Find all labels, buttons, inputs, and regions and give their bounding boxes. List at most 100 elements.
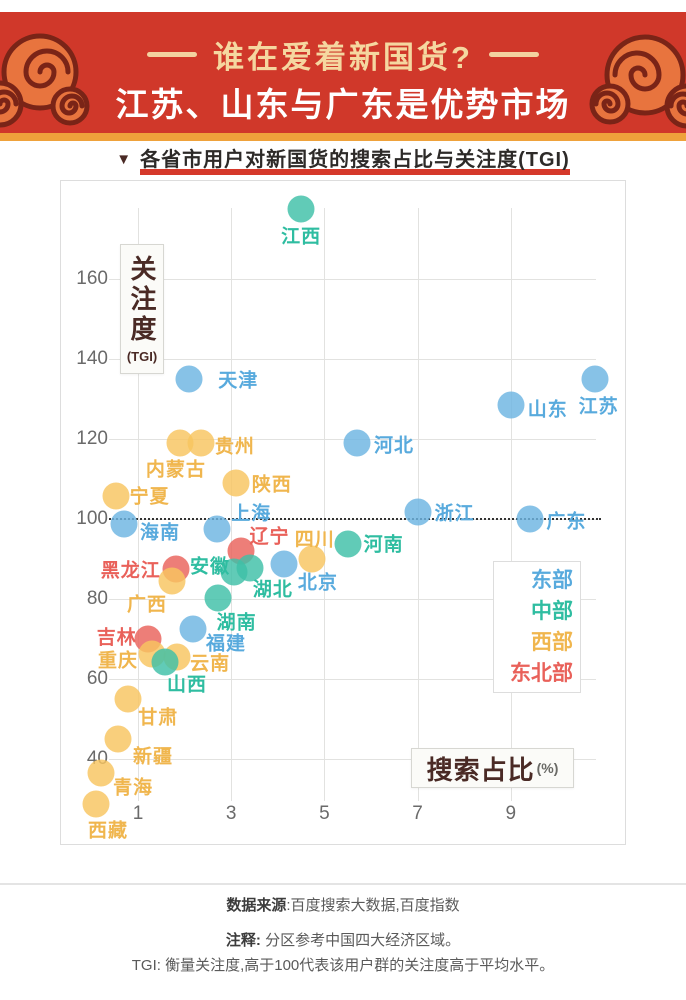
- point-四川: [298, 545, 326, 573]
- point-西藏: [82, 790, 110, 818]
- point-label-四川: 四川: [294, 529, 335, 551]
- point-天津: [175, 365, 203, 393]
- gridline-y-40: [109, 759, 596, 760]
- point-label-陕西: 陕西: [251, 474, 292, 496]
- y-tick-60: 60: [86, 668, 108, 689]
- point-label-青海: 青海: [113, 777, 154, 799]
- gridline-y-80: [109, 599, 596, 600]
- point-label-湖北: 湖北: [252, 579, 293, 601]
- note-text: 分区参考中国四大经济区域。: [260, 932, 461, 949]
- point-label-江苏: 江苏: [578, 396, 619, 418]
- chart-section-title: 各省市用户对新国货的搜索占比与关注度(TGI): [140, 143, 570, 175]
- point-青海: [87, 759, 115, 787]
- title-dash-right: [488, 52, 539, 57]
- y-axis-unit: (TGI): [126, 348, 158, 364]
- gridline-y-140: [109, 359, 596, 360]
- point-label-内蒙古: 内蒙古: [145, 459, 206, 481]
- point-山西: [151, 648, 179, 676]
- footer-divider: [0, 883, 686, 885]
- point-label-山东: 山东: [527, 399, 568, 421]
- y-tick-160: 160: [76, 268, 108, 289]
- legend-item-西部: 西部: [531, 630, 573, 654]
- y-axis-label: 关注度: [127, 254, 157, 345]
- point-广西: [158, 567, 186, 595]
- point-福建: [179, 615, 207, 643]
- gridline-x-3: [231, 208, 233, 801]
- point-label-安徽: 安徽: [189, 556, 230, 578]
- point-宁夏: [102, 482, 130, 510]
- point-湖南: [204, 584, 232, 612]
- point-label-浙江: 浙江: [434, 503, 475, 525]
- x-tick-5: 5: [319, 803, 330, 824]
- y-axis-label-box: 关注度 (TGI): [120, 244, 164, 374]
- point-江苏: [581, 365, 609, 393]
- point-安徽: [220, 558, 248, 586]
- point-label-天津: 天津: [218, 370, 259, 392]
- legend-item-东北部: 东北部: [510, 661, 573, 685]
- tgi-note-line: TGI: 衡量关注度,高于100代表该用户群的关注度高于平均水平。: [131, 957, 555, 974]
- point-山东: [497, 391, 525, 419]
- point-江西: [287, 195, 315, 223]
- data-source-label: 数据来源: [226, 897, 287, 914]
- gridline-x-5: [324, 208, 326, 801]
- auspicious-cloud-icon: [0, 33, 90, 128]
- x-tick-9: 9: [505, 803, 517, 824]
- page-subtitle: 江苏、山东与广东是优势市场: [115, 86, 571, 123]
- point-河南: [334, 530, 362, 558]
- y-tick-80: 80: [86, 588, 108, 609]
- triangle-down-icon: ▼: [116, 150, 132, 168]
- legend: 东部中部西部东北部: [493, 561, 581, 693]
- point-label-重庆: 重庆: [97, 650, 138, 672]
- note-line: 注释: 分区参考中国四大经济区域。: [0, 929, 686, 950]
- point-label-新疆: 新疆: [132, 746, 173, 768]
- gridline-x-1: [138, 208, 139, 801]
- point-label-福建: 福建: [205, 633, 246, 655]
- data-source-text: :百度搜索大数据,百度指数: [286, 897, 460, 914]
- y-tick-120: 120: [76, 428, 108, 449]
- point-浙江: [404, 498, 432, 526]
- auspicious-cloud-icon: [589, 34, 686, 129]
- point-新疆: [104, 725, 132, 753]
- point-label-广西: 广西: [127, 594, 168, 616]
- point-上海: [203, 515, 231, 543]
- gridline-y-160: [109, 279, 596, 280]
- point-label-湖南: 湖南: [216, 612, 257, 634]
- legend-item-中部: 中部: [531, 599, 573, 623]
- y-tick-100: 100: [76, 508, 108, 529]
- point-label-宁夏: 宁夏: [129, 486, 170, 508]
- gridline-y-60: [109, 679, 596, 680]
- scatter-chart-card: 160 140 120 100 80 60 40 1 3 5 7 9 江西 天津 江苏 山东 河北 贵州 内蒙古 陕西…: [60, 180, 626, 845]
- point-北京: [270, 550, 298, 578]
- point-label-北京: 北京: [297, 572, 338, 594]
- point-label-辽宁: 辽宁: [249, 526, 290, 548]
- data-source-line: 数据来源:百度搜索大数据,百度指数: [0, 894, 686, 915]
- point-海南: [110, 510, 138, 538]
- point-甘肃: [114, 685, 142, 713]
- point-label-河北: 河北: [374, 435, 415, 457]
- note-label: 注释:: [225, 932, 261, 949]
- point-label-云南: 云南: [190, 653, 231, 675]
- y-tick-140: 140: [76, 348, 108, 369]
- point-label-西藏: 西藏: [88, 820, 129, 842]
- gridline-x-9: [510, 208, 512, 801]
- point-label-甘肃: 甘肃: [138, 707, 179, 729]
- x-tick-7: 7: [412, 803, 423, 824]
- point-label-上海: 上海: [231, 503, 272, 525]
- point-广东: [516, 505, 544, 533]
- section-header: ▼ 各省市用户对新国货的搜索占比与关注度(TGI): [0, 143, 686, 175]
- point-label-吉林: 吉林: [96, 627, 137, 649]
- point-label-海南: 海南: [140, 522, 181, 544]
- x-axis-unit: (%): [536, 760, 559, 776]
- point-内蒙古: [166, 429, 194, 457]
- point-label-贵州: 贵州: [214, 436, 255, 458]
- point-label-江西: 江西: [281, 226, 322, 248]
- point-陕西: [222, 469, 250, 497]
- page-title: 谁在爱着新国货?: [213, 40, 473, 75]
- x-axis-label: 搜索占比: [426, 754, 535, 785]
- point-label-广东: 广东: [546, 511, 587, 533]
- legend-item-东部: 东部: [531, 568, 573, 592]
- banner-stripe: [0, 133, 686, 141]
- point-label-河南: 河南: [363, 534, 404, 556]
- x-axis-label-box: 搜索占比 (%): [411, 748, 574, 788]
- point-label-山西: 山西: [167, 674, 208, 696]
